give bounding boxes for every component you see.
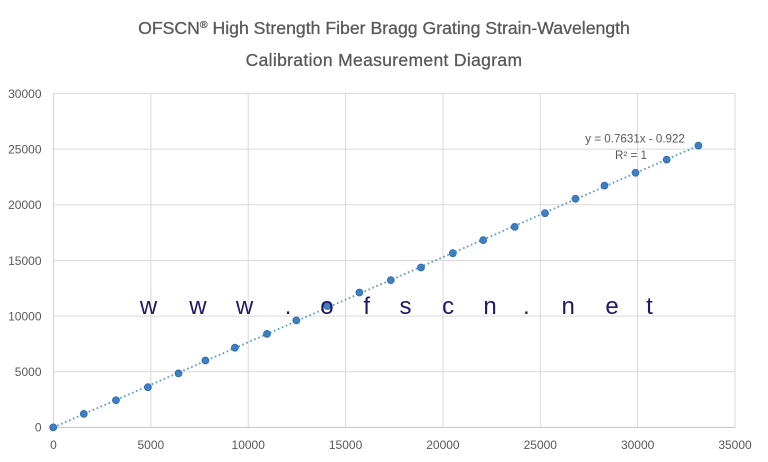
svg-text:15000: 15000 [8, 254, 42, 268]
svg-text:15000: 15000 [329, 438, 363, 452]
svg-text:R² = 1: R² = 1 [615, 149, 647, 162]
svg-text:20000: 20000 [426, 438, 460, 452]
svg-text:Calibration Measurement Diagra: Calibration Measurement Diagram [246, 50, 523, 70]
svg-text:y = 0.7631x - 0.922: y = 0.7631x - 0.922 [585, 132, 685, 145]
svg-text:OFSCN® High Strength Fiber Bra: OFSCN® High Strength Fiber Bragg Grating… [138, 18, 630, 38]
svg-text:0: 0 [50, 438, 57, 452]
svg-text:30000: 30000 [8, 87, 42, 101]
svg-text:25000: 25000 [8, 143, 42, 157]
svg-text:10000: 10000 [232, 438, 266, 452]
svg-text:25000: 25000 [524, 438, 558, 452]
svg-text:5000: 5000 [15, 365, 42, 379]
svg-text:0: 0 [35, 421, 42, 435]
svg-text:10000: 10000 [8, 309, 42, 323]
svg-text:5000: 5000 [138, 438, 165, 452]
svg-text:20000: 20000 [8, 198, 42, 212]
svg-text:30000: 30000 [621, 438, 655, 452]
svg-text:35000: 35000 [718, 438, 752, 452]
